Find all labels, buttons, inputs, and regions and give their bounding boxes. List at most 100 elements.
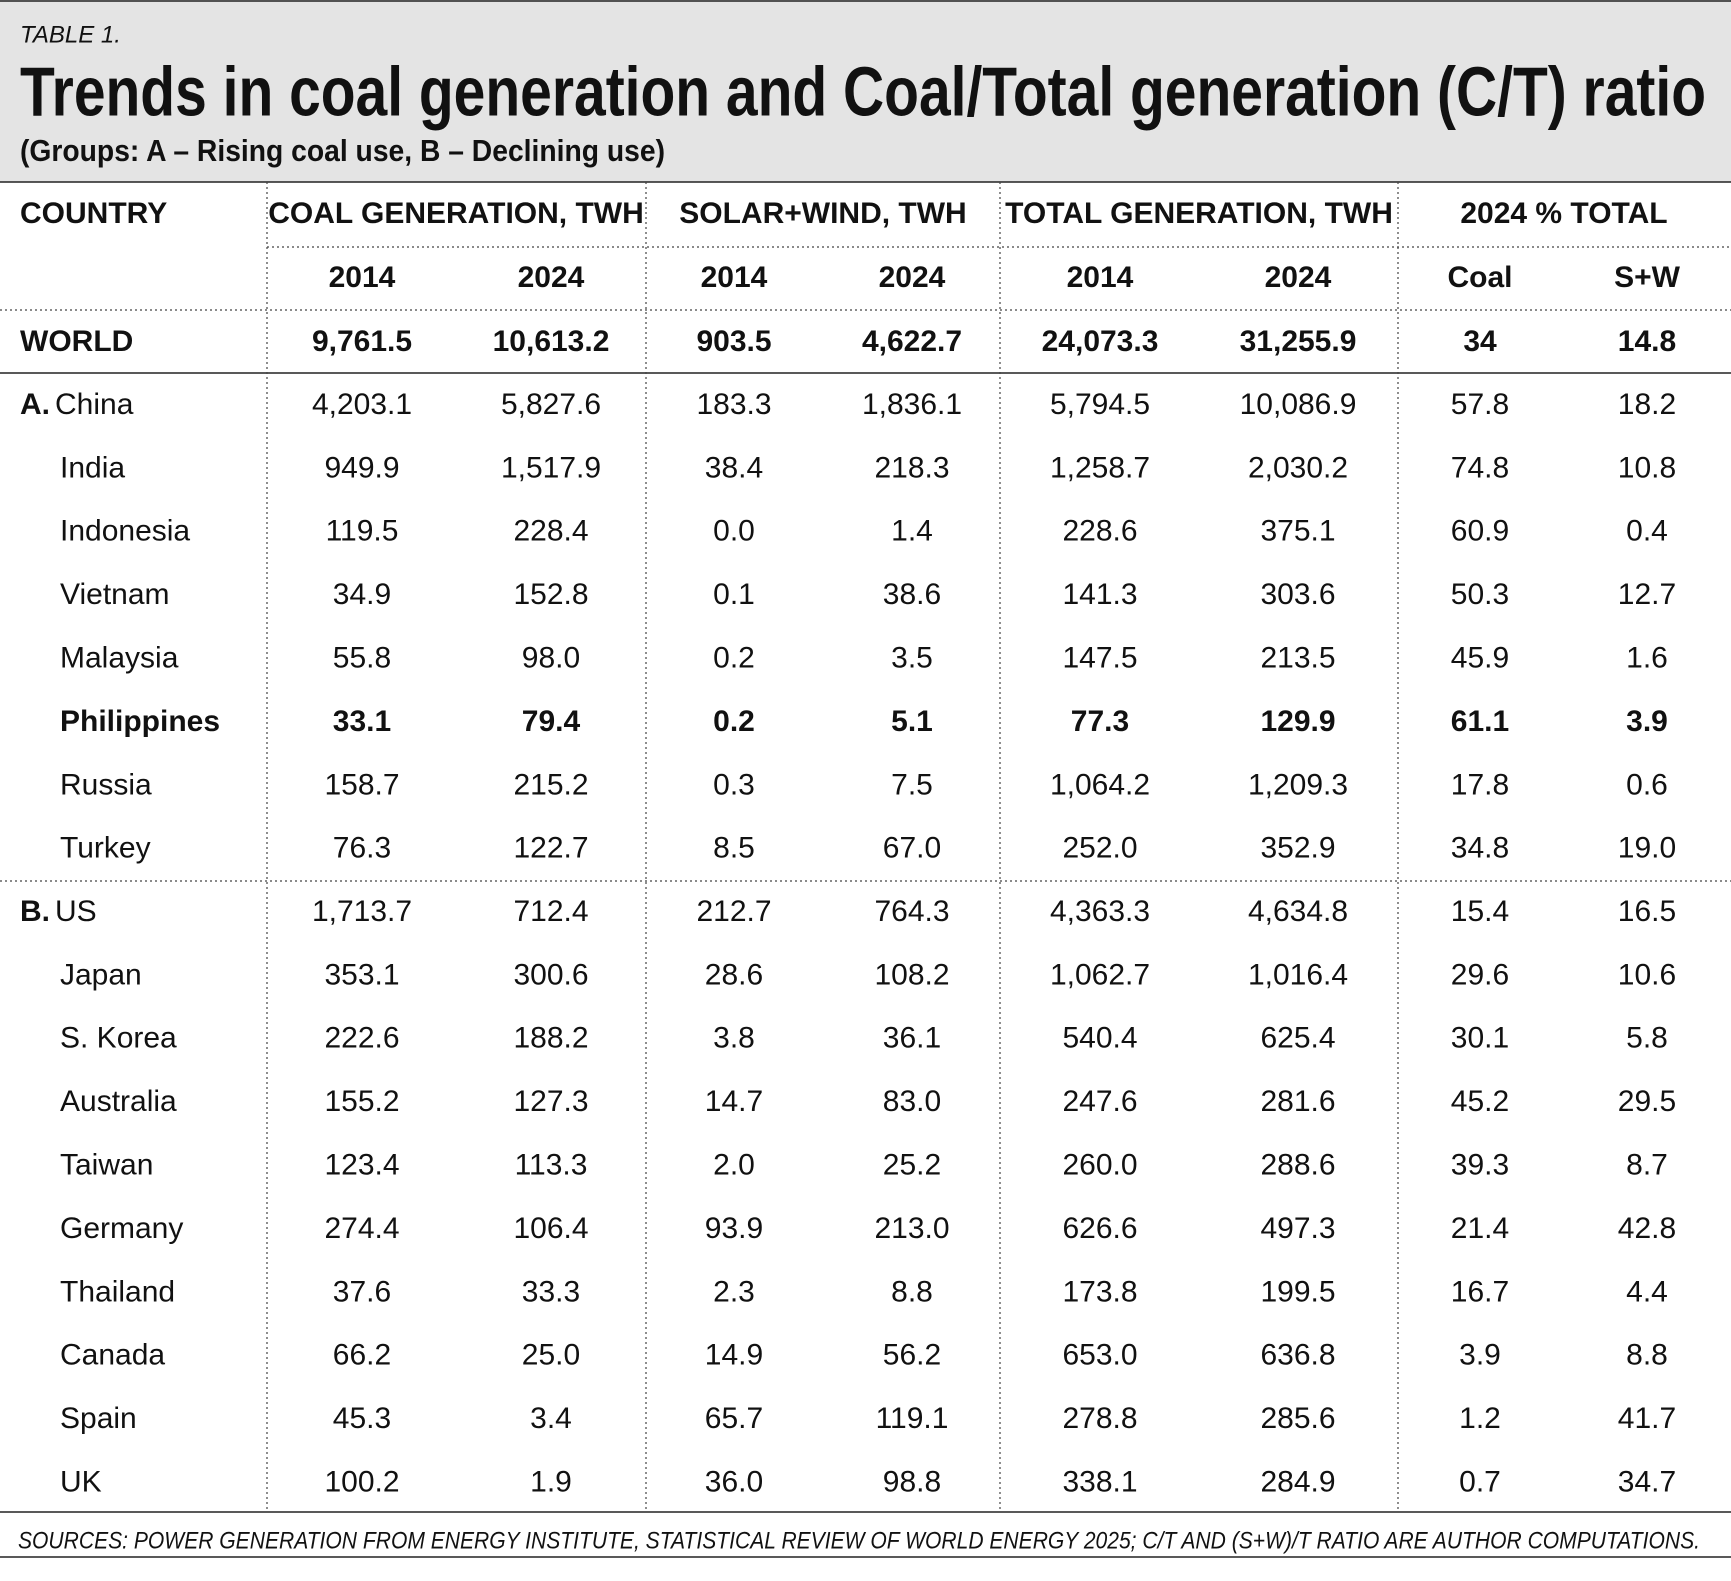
cell-value: 55.8 <box>333 642 391 675</box>
cell-value: 222.6 <box>324 1022 399 1055</box>
cell-value: 29.5 <box>1618 1085 1676 1118</box>
cell-value: 352.9 <box>1260 832 1335 865</box>
cell-value: 281.6 <box>1260 1085 1335 1118</box>
cell-value: 3.9 <box>1459 1339 1501 1372</box>
cell-value: 173.8 <box>1062 1275 1137 1308</box>
country-name: Turkey <box>60 832 151 865</box>
country-name: Russia <box>60 768 152 801</box>
cell-value: 1,062.7 <box>1050 958 1150 991</box>
cell-value: 274.4 <box>324 1212 399 1245</box>
cell-value: 247.6 <box>1062 1085 1137 1118</box>
cell-value: 152.8 <box>513 578 588 611</box>
cell-value: 0.1 <box>713 578 755 611</box>
sub-header: Coal <box>1447 261 1512 294</box>
cell-value: 5.1 <box>891 705 933 738</box>
cell-value: 79.4 <box>522 705 581 738</box>
cell-value: 8.7 <box>1626 1149 1668 1182</box>
cell-value: 108.2 <box>874 958 949 991</box>
table-title: Trends in coal generation and Coal/Total… <box>20 52 1706 130</box>
cell-value: 36.0 <box>705 1466 763 1499</box>
cell-value: 1,836.1 <box>862 388 962 421</box>
country-name: Thailand <box>60 1275 175 1308</box>
sub-header: 2014 <box>329 261 396 294</box>
cell-value: 626.6 <box>1062 1212 1137 1245</box>
country-name: Japan <box>60 958 142 991</box>
cell-value: 3.5 <box>891 642 933 675</box>
cell-value: 0.2 <box>713 642 755 675</box>
cell-value: 288.6 <box>1260 1149 1335 1182</box>
cell-value: 29.6 <box>1451 958 1509 991</box>
country-name: Australia <box>60 1085 177 1118</box>
cell-value: 41.7 <box>1618 1402 1676 1435</box>
cell-value: 5.8 <box>1626 1022 1668 1055</box>
cell-value: 353.1 <box>324 958 399 991</box>
country-name: Spain <box>60 1402 137 1435</box>
cell-value: 10.6 <box>1618 958 1676 991</box>
cell-value: 45.9 <box>1451 642 1509 675</box>
cell-value: 122.7 <box>513 832 588 865</box>
cell-value: 4,363.3 <box>1050 895 1150 928</box>
cell-value: 1,064.2 <box>1050 768 1150 801</box>
group-header: 2024 % TOTAL <box>1460 197 1667 230</box>
cell-value: 66.2 <box>333 1339 391 1372</box>
cell-value: 260.0 <box>1062 1149 1137 1182</box>
cell-value: 60.9 <box>1451 515 1509 548</box>
cell-value: 38.6 <box>883 578 941 611</box>
cell-value: 625.4 <box>1260 1022 1335 1055</box>
cell-value: 338.1 <box>1062 1466 1137 1499</box>
cell-value: 0.7 <box>1459 1466 1501 1499</box>
cell-value: 14.8 <box>1618 325 1676 358</box>
country-name: Vietnam <box>60 578 170 611</box>
cell-value: 284.9 <box>1260 1466 1335 1499</box>
cell-value: 3.4 <box>530 1402 572 1435</box>
country-name: Philippines <box>60 705 220 738</box>
cell-value: 7.5 <box>891 768 933 801</box>
cell-value: 42.8 <box>1618 1212 1676 1245</box>
table-subtitle: (Groups: A – Rising coal use, B – Declin… <box>20 133 665 168</box>
cell-value: 1,209.3 <box>1248 768 1348 801</box>
cell-value: 38.4 <box>705 451 763 484</box>
country-name: Taiwan <box>60 1149 153 1182</box>
cell-value: 76.3 <box>333 832 391 865</box>
cell-value: 653.0 <box>1062 1339 1137 1372</box>
cell-value: 636.8 <box>1260 1339 1335 1372</box>
cell-value: 18.2 <box>1618 388 1676 421</box>
country-name: S. Korea <box>60 1022 177 1055</box>
cell-value: 67.0 <box>883 832 941 865</box>
cell-value: 10,613.2 <box>493 325 610 358</box>
cell-value: 188.2 <box>513 1022 588 1055</box>
cell-value: 9,761.5 <box>312 325 412 358</box>
cell-value: 119.5 <box>326 515 399 548</box>
cell-value: 8.8 <box>1626 1339 1668 1372</box>
cell-value: 113.3 <box>515 1149 588 1182</box>
cell-value: 15.4 <box>1451 895 1509 928</box>
cell-value: 2.3 <box>713 1275 755 1308</box>
cell-value: 33.1 <box>333 705 391 738</box>
cell-value: 77.3 <box>1071 705 1129 738</box>
header-band <box>0 0 1731 182</box>
cell-value: 14.7 <box>705 1085 763 1118</box>
cell-value: 147.5 <box>1062 642 1137 675</box>
cell-value: 28.6 <box>705 958 763 991</box>
cell-value: 34.8 <box>1451 832 1509 865</box>
cell-value: 100.2 <box>324 1466 399 1499</box>
cell-value: 278.8 <box>1062 1402 1137 1435</box>
cell-value: 1,258.7 <box>1050 451 1150 484</box>
source-note: SOURCES: POWER GENERATION FROM ENERGY IN… <box>18 1527 1700 1554</box>
cell-value: 98.0 <box>522 642 580 675</box>
group-label: B. <box>20 895 50 928</box>
cell-value: 764.3 <box>874 895 949 928</box>
cell-value: 155.2 <box>324 1085 399 1118</box>
cell-value: 17.8 <box>1451 768 1509 801</box>
cell-value: 4,634.8 <box>1248 895 1348 928</box>
cell-value: 300.6 <box>513 958 588 991</box>
cell-value: 228.6 <box>1062 515 1137 548</box>
cell-value: 119.1 <box>876 1402 949 1435</box>
cell-value: 2.0 <box>713 1149 755 1182</box>
cell-value: 45.3 <box>333 1402 391 1435</box>
cell-value: 34.7 <box>1618 1466 1676 1499</box>
country-name: Indonesia <box>60 515 190 548</box>
cell-value: 34.9 <box>333 578 391 611</box>
cell-value: 4,203.1 <box>312 388 412 421</box>
cell-value: 228.4 <box>513 515 588 548</box>
